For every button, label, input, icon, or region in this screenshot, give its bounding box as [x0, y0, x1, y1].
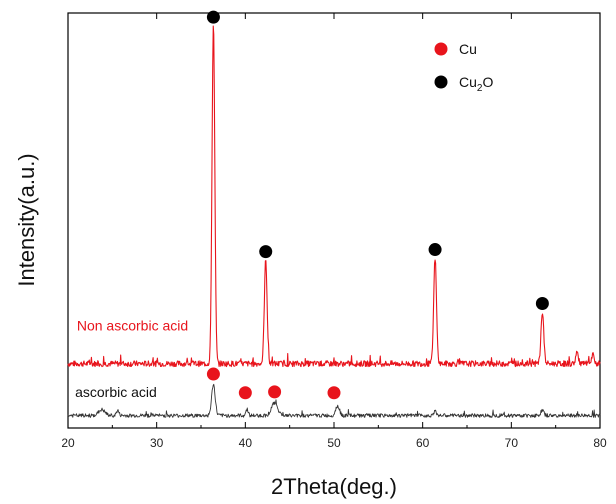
- cu-peak-marker: [238, 386, 252, 400]
- legend-cu-label: Cu: [459, 41, 477, 57]
- cu-peak-marker: [268, 385, 282, 399]
- series-annotations: Non ascorbic acid ascorbic acid: [75, 317, 188, 399]
- series-line-ascorbic: [67, 383, 601, 418]
- x-axis-title: 2Theta(deg.): [271, 474, 397, 499]
- x-tick-label: 70: [505, 436, 519, 450]
- series-line-non-ascorbic: [67, 25, 601, 368]
- label-ascorbic-acid: ascorbic acid: [75, 384, 157, 400]
- x-tick-label: 40: [239, 436, 253, 450]
- cu2o-peak-marker: [535, 297, 549, 310]
- x-tick-label: 60: [416, 436, 430, 450]
- y-axis-title: Intensity(a.u.): [14, 153, 39, 286]
- legend-cu-marker: [434, 42, 448, 56]
- legend-cu2o-sub: 2: [477, 83, 483, 94]
- legend-cu2o-marker: [434, 75, 448, 89]
- x-tick-label: 20: [61, 436, 75, 450]
- x-tick-label: 30: [150, 436, 164, 450]
- x-axis-ticks: 20 30 40 50 60 70 80: [61, 13, 607, 450]
- cu-peak-marker: [206, 367, 220, 381]
- x-tick-label: 80: [593, 436, 607, 450]
- legend-cu2o-label: Cu2O: [459, 74, 493, 94]
- label-non-ascorbic-acid: Non ascorbic acid: [77, 317, 188, 333]
- legend-cu2o-cu: Cu: [459, 74, 477, 90]
- cu-peak-marker: [327, 386, 341, 400]
- legend: Cu Cu2O: [434, 41, 493, 94]
- cu2o-peak-marker: [259, 245, 273, 259]
- x-tick-label: 50: [327, 436, 341, 450]
- cu2o-peak-marker: [206, 10, 220, 24]
- series-layer: [67, 25, 601, 418]
- cu2o-peak-marker: [428, 243, 442, 257]
- legend-cu2o-o: O: [482, 74, 493, 90]
- peak-markers: [206, 10, 549, 400]
